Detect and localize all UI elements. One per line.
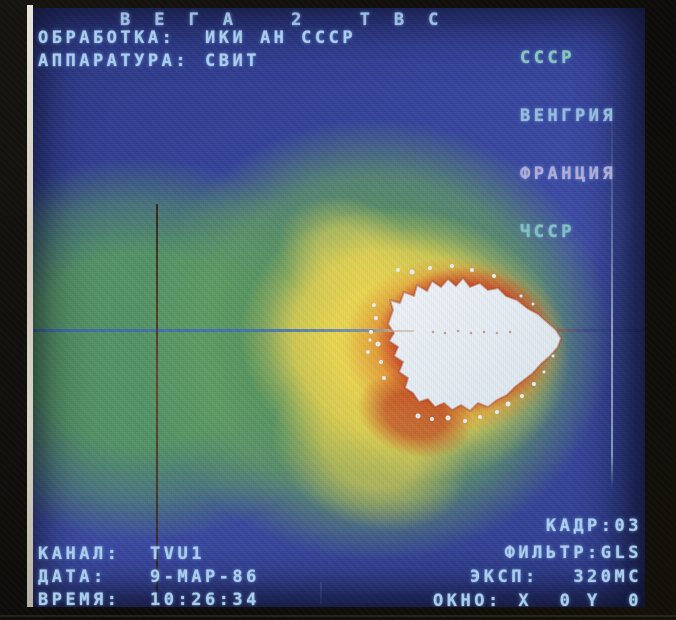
- time-row: ВРЕМЯ: 10:26:34: [38, 590, 260, 608]
- exposure-row: ЭКСП: 320МС: [470, 568, 642, 587]
- bottom-tick-line: [320, 582, 322, 604]
- date-row: ДАТА: 9-МАР-86: [38, 568, 260, 587]
- filter-value: ФИЛЬТР:GLS: [504, 543, 642, 563]
- processing-value: ИКИ АН СССР: [205, 28, 357, 48]
- date-value: 9-МАР-86: [150, 567, 260, 587]
- processing-row: ОБРАБОТКА: ИКИ АН СССР: [38, 29, 356, 48]
- window-label: ОКНО:: [433, 591, 502, 608]
- comet-core-blob: [366, 264, 562, 423]
- core-outline: [387, 277, 562, 412]
- window-row: ОКНО: X 0 Y 0: [433, 591, 642, 608]
- channel-label: КАНАЛ:: [38, 544, 121, 564]
- exposure-label: ЭКСП:: [470, 567, 539, 587]
- apparatus-row: АППАРАТУРА: СВИТ: [38, 52, 260, 71]
- photo-bottom-edge: [0, 615, 676, 617]
- core-scanline-entry: [388, 330, 414, 332]
- country-item: СССР: [520, 48, 575, 68]
- country-item: ВЕНГРИЯ: [520, 106, 617, 126]
- date-label: ДАТА:: [38, 567, 107, 587]
- exposure-value: 320МС: [573, 567, 642, 587]
- countries-list: СССР ВЕНГРИЯ ФРАНЦИЯ ЧССР: [520, 10, 616, 280]
- crosshair-vertical-line-left: [156, 204, 158, 607]
- photo-edge-strip: [27, 5, 33, 607]
- frame-counter: КАДР:03: [545, 516, 642, 536]
- window-value: X 0 Y 0: [518, 591, 642, 608]
- channel-row: КАНАЛ: TVU1: [38, 545, 205, 564]
- apparatus-value: СВИТ: [205, 51, 260, 71]
- time-value: 10:26:34: [150, 590, 260, 608]
- channel-value: TVU1: [150, 544, 205, 564]
- processing-label: ОБРАБОТКА:: [38, 28, 176, 48]
- apparatus-label: АППАРАТУРА:: [38, 51, 190, 71]
- country-item: ЧССР: [520, 222, 575, 242]
- core-scanline-specks: [431, 329, 512, 335]
- core-speckles: [366, 264, 555, 423]
- crosshair-horizontal-line: [33, 329, 645, 332]
- time-label: ВРЕМЯ:: [38, 590, 121, 608]
- page-title: ВЕГА 2 ТВС: [120, 10, 463, 30]
- country-item: ФРАНЦИЯ: [520, 164, 617, 184]
- crosshair-vertical-line-right: [611, 88, 613, 488]
- crt-screen: ВЕГА 2 ТВС ОБРАБОТКА: ИКИ АН СССР АППАРА…: [33, 8, 645, 607]
